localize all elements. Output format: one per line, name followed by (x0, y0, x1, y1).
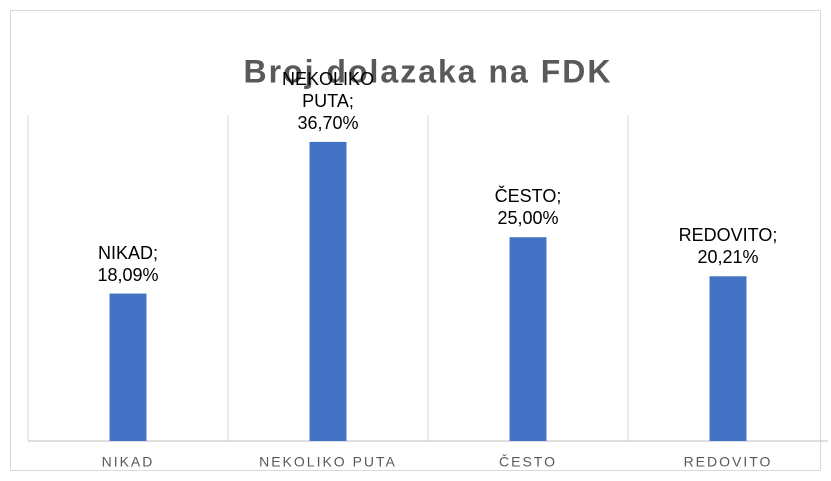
chart-title: Broj dolazaka na FDK (244, 53, 613, 89)
data-label: REDOVITO; 20,21% (678, 225, 778, 268)
bar (309, 141, 347, 441)
bar (109, 293, 147, 441)
data-label: NEKOLIKO PUTA; 36,70% (281, 68, 375, 133)
data-label: ČESTO; 25,00% (494, 186, 562, 229)
bar (709, 276, 747, 441)
bar (509, 237, 547, 441)
x-tick-label: ČESTO (499, 454, 557, 470)
x-tick-label: REDOVITO (684, 454, 773, 470)
x-tick-label: NEKOLIKO PUTA (259, 454, 397, 470)
x-tick-label: NIKAD (102, 454, 155, 470)
data-label: NIKAD; 18,09% (97, 242, 159, 285)
